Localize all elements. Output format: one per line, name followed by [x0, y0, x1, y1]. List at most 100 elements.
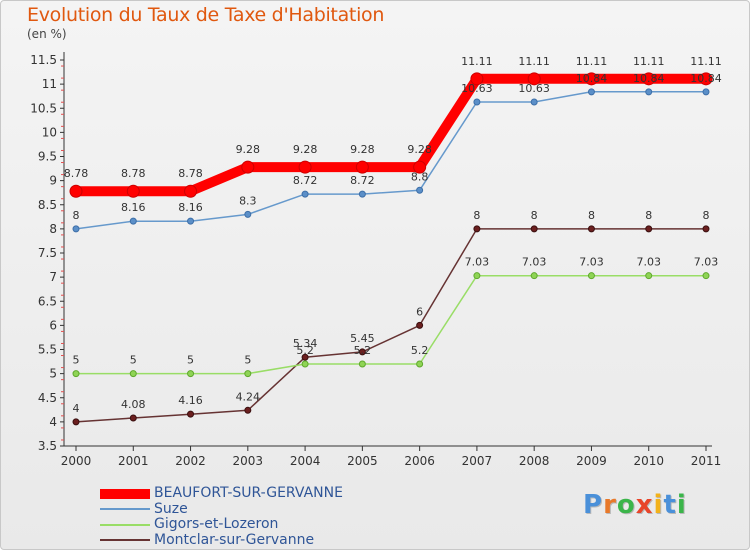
y-tick-label-5: 6 — [49, 318, 57, 332]
data-point-3-9 — [587, 225, 595, 233]
y-tick-label-11: 9 — [49, 174, 57, 188]
series-line-1 — [75, 91, 707, 230]
series-line-0 — [71, 73, 711, 197]
logo-letter-1: r — [603, 490, 617, 520]
legend-swatch-beaufort — [100, 488, 150, 499]
data-label-3-8: 8 — [531, 209, 538, 222]
logo-letter-5: t — [663, 490, 677, 520]
data-label-3-5: 5.45 — [350, 332, 375, 345]
data-label-2-3: 5 — [244, 354, 251, 367]
data-point-3-0 — [72, 418, 80, 426]
y-tick-label-2: 4.5 — [38, 391, 57, 405]
data-point-0-11 — [699, 72, 713, 86]
x-tick-label-11: 2011 — [691, 454, 722, 468]
data-label-3-9: 8 — [588, 209, 595, 222]
unit-label: (en %) — [27, 27, 67, 41]
y-tick-label-6: 6.5 — [38, 294, 57, 308]
data-point-3-6 — [416, 321, 424, 329]
legend-swatch-gigors — [100, 523, 150, 526]
data-point-0-8 — [527, 72, 541, 86]
data-label-0-11: 11.11 — [690, 55, 722, 68]
data-label-2-5: 5.2 — [354, 344, 372, 357]
data-point-2-10 — [645, 272, 653, 280]
data-label-3-10: 8 — [645, 209, 652, 222]
data-point-2-5 — [358, 360, 366, 368]
data-point-1-1 — [129, 217, 137, 225]
data-label-1-9: 10.84 — [576, 72, 608, 85]
x-tick-label-4: 2004 — [290, 454, 321, 468]
x-tick-label-6: 2006 — [404, 454, 435, 468]
data-label-1-5: 8.72 — [350, 174, 375, 187]
y-tick-label-4: 5.5 — [38, 343, 57, 357]
data-point-1-3 — [244, 210, 252, 218]
logo-letter-4: i — [653, 490, 664, 520]
y-tick-label-0: 3.5 — [38, 439, 57, 453]
data-label-2-6: 5.2 — [411, 344, 429, 357]
x-tick-label-2: 2002 — [175, 454, 206, 468]
data-label-1-2: 8.16 — [178, 201, 203, 214]
x-tick-label-8: 2008 — [519, 454, 550, 468]
data-label-0-4: 9.28 — [293, 143, 318, 156]
data-point-2-2 — [187, 370, 195, 378]
data-label-2-7: 7.03 — [465, 256, 490, 269]
y-tick-label-14: 10.5 — [30, 101, 57, 115]
y-tick-label-10: 8.5 — [38, 198, 57, 212]
data-point-3-2 — [187, 410, 195, 418]
x-tick-label-1: 2001 — [118, 454, 149, 468]
line-chart: 3.5 4 4.5 5 5.5 6 6.5 7 7.5 8 8.5 9 9.5 10 10.5 11 11.5 2… — [30, 52, 722, 468]
data-label-3-11: 8 — [703, 209, 710, 222]
data-label-3-7: 8 — [473, 209, 480, 222]
data-label-0-8: 11.11 — [518, 55, 550, 68]
data-label-0-7: 11.11 — [461, 55, 493, 68]
data-point-0-9 — [584, 72, 598, 86]
legend-label-montclar: Montclar-sur-Gervanne — [154, 531, 315, 548]
data-point-1-9 — [587, 88, 595, 96]
data-point-2-0 — [72, 370, 80, 378]
data-label-0-6: 9.28 — [407, 143, 432, 156]
data-point-1-7 — [473, 98, 481, 106]
proxiti-logo[interactable]: Proxiti — [583, 490, 687, 520]
data-label-2-11: 7.03 — [694, 256, 719, 269]
data-label-3-4: 5.34 — [293, 337, 318, 350]
y-tick-label-8: 7.5 — [38, 246, 57, 260]
data-label-3-3: 4.24 — [236, 390, 261, 403]
y-tick-label-15: 11 — [42, 77, 57, 91]
data-label-1-4: 8.72 — [293, 174, 318, 187]
data-point-1-6 — [416, 186, 424, 194]
data-point-2-9 — [587, 272, 595, 280]
data-label-1-1: 8.16 — [121, 201, 146, 214]
logo-letter-2: o — [616, 490, 636, 520]
data-label-2-8: 7.03 — [522, 256, 547, 269]
data-label-0-9: 11.11 — [576, 55, 608, 68]
data-label-3-1: 4.08 — [121, 398, 146, 411]
data-label-1-7: 10.63 — [461, 82, 493, 95]
data-point-3-5 — [358, 348, 366, 356]
y-tick-label-13: 10 — [42, 125, 57, 139]
x-tick-label-5: 2005 — [347, 454, 378, 468]
data-label-3-2: 4.16 — [178, 394, 203, 407]
data-point-0-2 — [184, 184, 198, 198]
series-line-3 — [75, 228, 707, 423]
data-point-2-3 — [244, 370, 252, 378]
data-label-1-0: 8 — [73, 209, 80, 222]
logo-letter-0: P — [583, 490, 604, 520]
data-label-1-10: 10.84 — [633, 72, 665, 85]
data-label-3-0: 4 — [73, 402, 80, 415]
y-tick-label-16: 11.5 — [30, 53, 57, 67]
data-point-1-11 — [702, 88, 710, 96]
data-label-0-3: 9.28 — [236, 143, 261, 156]
data-point-0-6 — [413, 160, 427, 174]
x-tick-label-3: 2003 — [233, 454, 264, 468]
data-label-1-6: 8.8 — [411, 170, 429, 183]
data-point-2-4 — [301, 360, 309, 368]
data-label-0-10: 11.11 — [633, 55, 665, 68]
y-tick-label-3: 5 — [49, 367, 57, 381]
data-point-1-0 — [72, 225, 80, 233]
data-point-0-10 — [642, 72, 656, 86]
data-point-2-6 — [416, 360, 424, 368]
data-label-0-2: 8.78 — [178, 167, 203, 180]
data-point-2-8 — [530, 272, 538, 280]
chart-title: Evolution du Taux de Taxe d'Habitation — [27, 4, 385, 26]
data-label-1-11: 10.84 — [690, 72, 722, 85]
legend-swatch-suze — [100, 508, 150, 511]
